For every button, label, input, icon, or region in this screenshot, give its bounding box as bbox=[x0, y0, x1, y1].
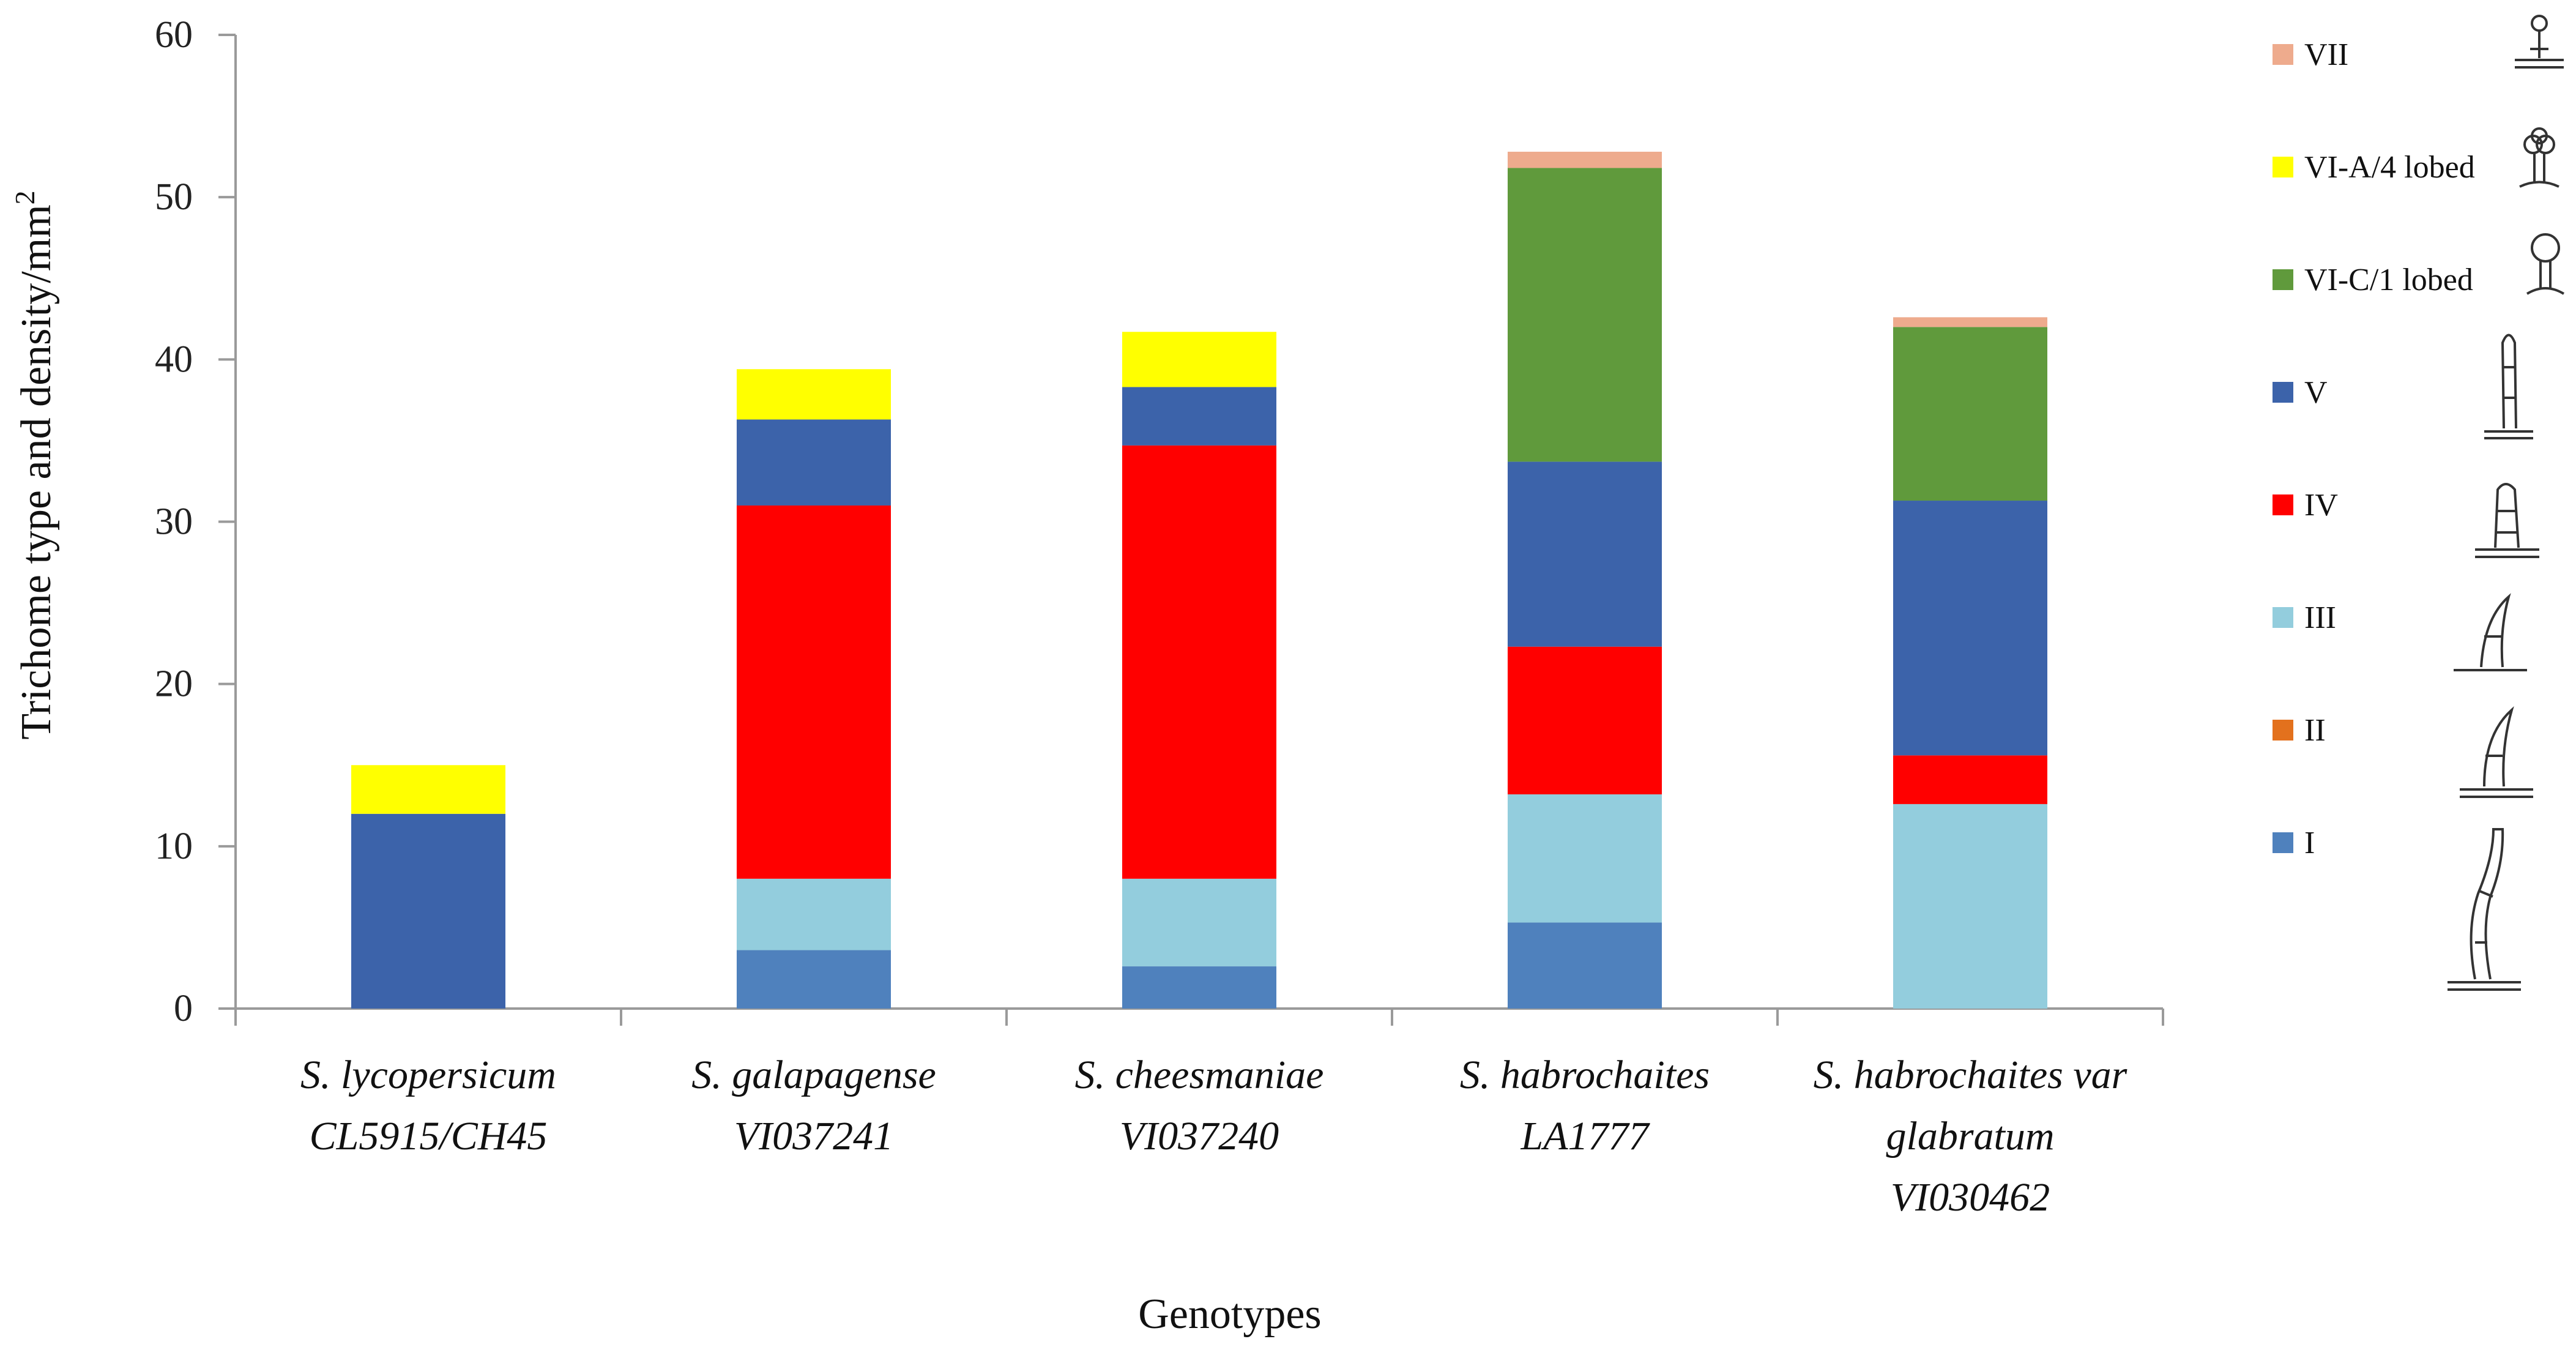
bar-segment-vii bbox=[1508, 151, 1662, 168]
legend-label: VI-A/4 lobed bbox=[2304, 150, 2475, 185]
legend-swatch bbox=[2273, 494, 2293, 515]
bar-segment-iv bbox=[1893, 755, 2047, 804]
x-category-label: S. galapagense bbox=[691, 1053, 936, 1097]
y-tick-label: 10 bbox=[155, 826, 193, 867]
x-category-label: LA1777 bbox=[1520, 1114, 1650, 1158]
y-tick-label: 40 bbox=[155, 338, 193, 380]
legend-label: III bbox=[2304, 600, 2336, 635]
bars bbox=[351, 151, 2047, 1009]
trichome-vii-drawing bbox=[2515, 15, 2564, 69]
y-axis: 0 10 20 30 40 50 60 bbox=[155, 14, 237, 1029]
x-category-label: VI030462 bbox=[1891, 1175, 2050, 1220]
bar-segment-iii bbox=[1893, 804, 2047, 1009]
x-category-label: S. lycopersicum bbox=[300, 1053, 556, 1097]
x-category-label: S. cheesmaniae bbox=[1075, 1053, 1324, 1097]
bar-segment-v bbox=[351, 813, 505, 1009]
bar-segment-v bbox=[737, 419, 891, 506]
trichome-v-drawing bbox=[2484, 334, 2533, 439]
legend-label: II bbox=[2304, 713, 2326, 748]
trichome-iii-drawing bbox=[2454, 593, 2527, 671]
bar-segment-vi-a-4-lobed bbox=[1122, 332, 1276, 387]
x-category-label: VI037241 bbox=[734, 1114, 893, 1158]
y-tick-label: 50 bbox=[155, 176, 193, 218]
trichome-i-drawing bbox=[2448, 828, 2521, 991]
bar-segment-iv bbox=[737, 505, 891, 879]
legend-swatch bbox=[2273, 269, 2293, 290]
bar-segment-v bbox=[1122, 387, 1276, 446]
x-category-label: S. habrochaites var bbox=[1814, 1053, 2127, 1097]
bar-segment-i bbox=[1508, 922, 1662, 1009]
x-axis bbox=[234, 1007, 2164, 1026]
bar-segment-vii bbox=[1893, 317, 2047, 327]
y-tick-label: 0 bbox=[174, 988, 193, 1029]
bar-segment-vi-a-4-lobed bbox=[351, 765, 505, 814]
legend-label: VI-C/1 lobed bbox=[2304, 263, 2473, 297]
bar-segment-vi-a-4-lobed bbox=[737, 369, 891, 420]
bar-segment-iv bbox=[1508, 646, 1662, 794]
y-tick-label: 20 bbox=[155, 663, 193, 705]
bar-segment-v bbox=[1508, 461, 1662, 647]
legend-swatch bbox=[2273, 720, 2293, 741]
category-labels: S. lycopersicum CL5915/CH45 S. galapagense… bbox=[300, 1053, 2127, 1220]
legend-swatch bbox=[2273, 832, 2293, 853]
bar-segment-iii bbox=[737, 878, 891, 950]
bar-segment-vi-c-1-lobed bbox=[1508, 168, 1662, 462]
y-tick-label: 30 bbox=[155, 501, 193, 543]
bar-segment-i bbox=[1122, 966, 1276, 1009]
x-axis-title: Genotypes bbox=[1138, 1291, 1321, 1338]
legend-label: V bbox=[2304, 375, 2328, 410]
trichome-illustrations bbox=[2448, 15, 2565, 991]
y-axis-title-text: Trichome type and density/mm bbox=[13, 204, 60, 739]
legend-swatch bbox=[2273, 157, 2293, 177]
x-category-label: VI037240 bbox=[1120, 1114, 1279, 1158]
bar-segment-iii bbox=[1508, 794, 1662, 923]
x-category-label: glabratum bbox=[1886, 1114, 2054, 1158]
trichome-vi-a-drawing bbox=[2519, 127, 2559, 188]
x-category-label: S. habrochaites bbox=[1460, 1053, 1710, 1097]
legend-swatch bbox=[2273, 382, 2293, 403]
trichome-iv-drawing bbox=[2475, 483, 2539, 558]
trichome-ii-drawing bbox=[2460, 706, 2533, 798]
legend-swatch bbox=[2273, 44, 2293, 65]
legend-swatch bbox=[2273, 607, 2293, 628]
x-category-label: CL5915/CH45 bbox=[310, 1114, 548, 1158]
legend-label: I bbox=[2304, 826, 2315, 860]
legend-label: VII bbox=[2304, 37, 2348, 72]
bar-segment-v bbox=[1893, 501, 2047, 756]
bar-segment-i bbox=[737, 950, 891, 1009]
trichome-vi-c-drawing bbox=[2526, 233, 2565, 295]
y-axis-title: Trichome type and density/mm2 bbox=[9, 190, 60, 739]
bar-segment-iii bbox=[1122, 878, 1276, 967]
y-axis-title-superscript: 2 bbox=[9, 190, 40, 204]
y-tick-label: 60 bbox=[155, 14, 193, 56]
bar-segment-iv bbox=[1122, 445, 1276, 879]
legend-label: IV bbox=[2304, 488, 2338, 523]
bar-segment-vi-c-1-lobed bbox=[1893, 327, 2047, 501]
